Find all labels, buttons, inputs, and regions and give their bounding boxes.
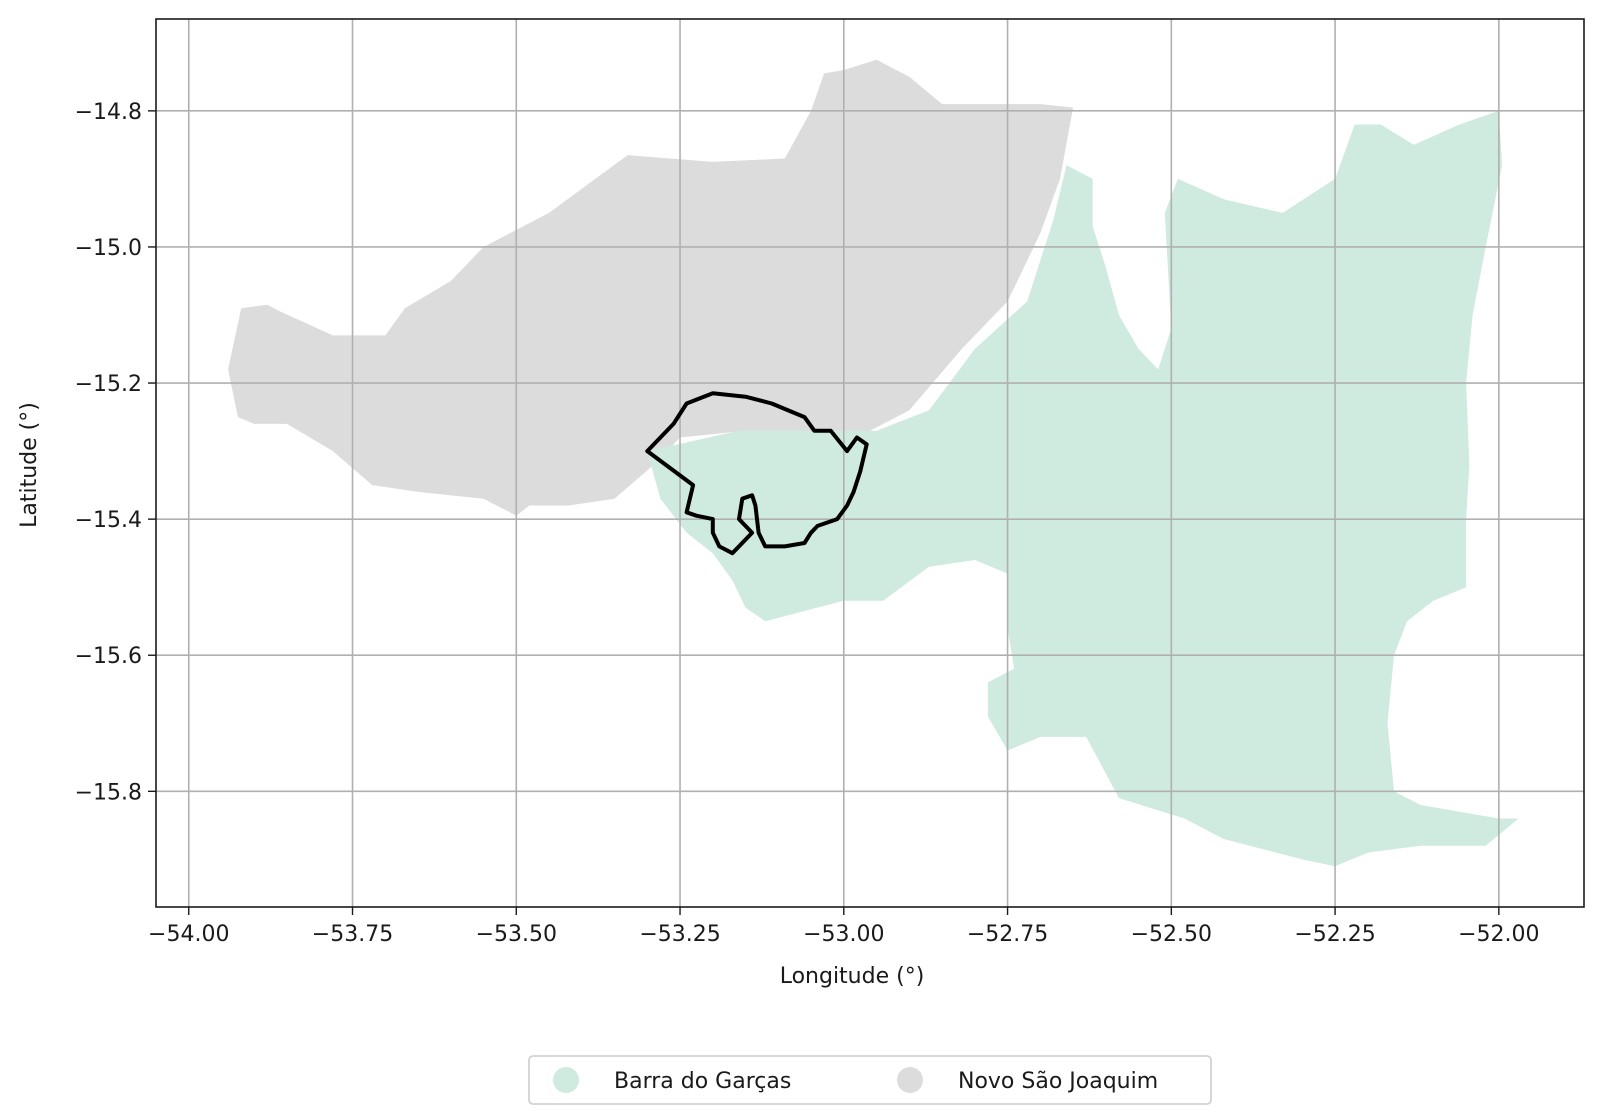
y-tick-label: −14.8	[75, 100, 142, 125]
x-tick-label: −53.75	[312, 922, 393, 947]
x-tick-label: −52.25	[1294, 922, 1375, 947]
y-tick-label: −15.2	[75, 372, 142, 397]
legend-label-novo-sao-joaquim: Novo São Joaquim	[958, 1069, 1158, 1094]
region-novo-sao-joaquim	[228, 59, 1074, 516]
x-tick-label: −54.00	[148, 922, 229, 947]
y-tick-label: −15.4	[75, 508, 142, 533]
plot-frame	[155, 18, 1585, 908]
y-axis-label: Latitude (°)	[17, 402, 42, 528]
x-tick-label: −53.50	[476, 922, 557, 947]
legend-frame	[528, 1055, 1212, 1105]
grid-layer	[156, 19, 1584, 907]
y-tick-label: −15.6	[75, 644, 142, 669]
ticks-layer: −54.00 −53.75 −53.50 −53.25 −53.00 −52.75 −52.…	[75, 100, 1540, 947]
legend: Barra do Garças Novo São Joaquim	[528, 1055, 1212, 1105]
x-tick-label: −53.00	[803, 922, 884, 947]
y-tick-label: −15.0	[75, 236, 142, 261]
legend-marker-novo-sao-joaquim	[897, 1067, 923, 1093]
region-barra-do-garcas	[647, 110, 1519, 867]
outline-layer	[645, 391, 869, 556]
y-tick-label: −15.8	[75, 780, 142, 805]
regions-layer	[228, 59, 1519, 867]
x-tick-label: −53.25	[639, 922, 720, 947]
legend-label-barra-do-garcas: Barra do Garças	[614, 1069, 791, 1094]
legend-marker-barra-do-garcas	[553, 1067, 579, 1093]
study-area-outline	[645, 391, 869, 556]
x-axis-label: Longitude (°)	[780, 964, 925, 989]
x-tick-label: −52.75	[967, 922, 1048, 947]
x-tick-label: −52.50	[1131, 922, 1212, 947]
x-tick-label: −52.00	[1458, 922, 1539, 947]
